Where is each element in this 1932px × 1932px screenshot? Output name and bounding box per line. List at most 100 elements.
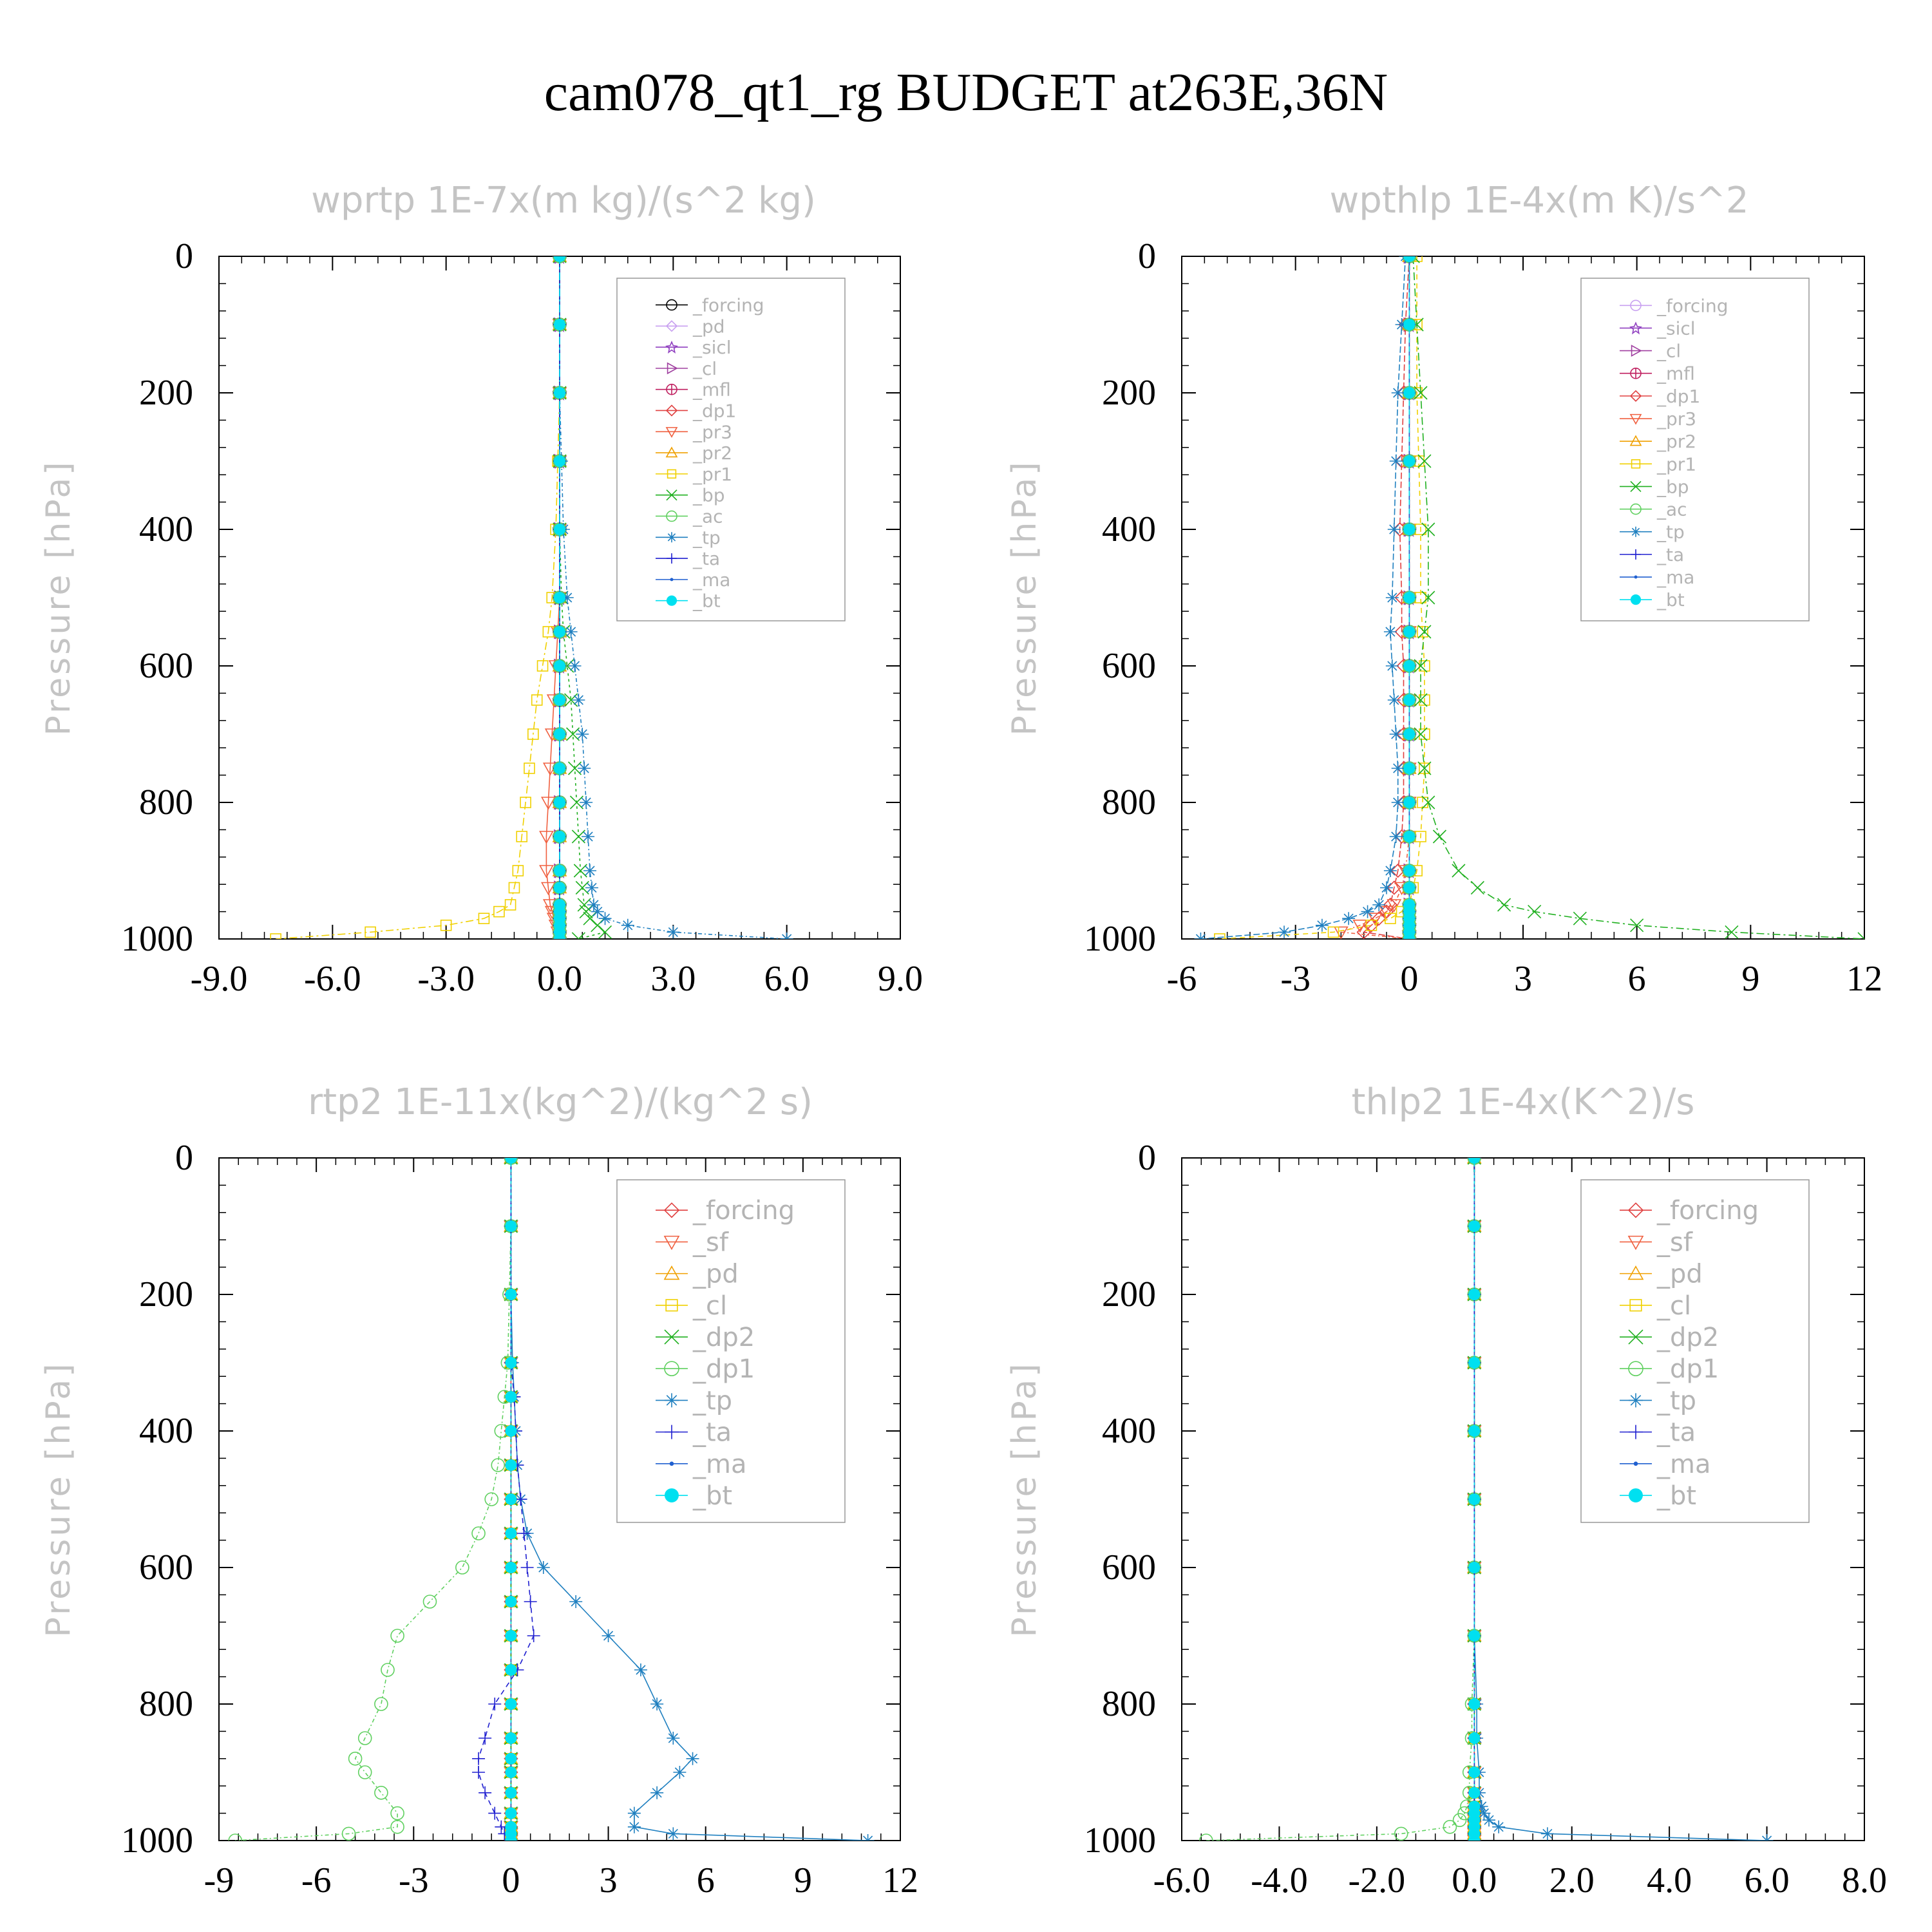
y-tick-label: 800 (1102, 1684, 1156, 1724)
legend-entry: _tp (656, 1386, 732, 1416)
data-point (580, 796, 593, 809)
legend-marker (664, 1329, 679, 1345)
data-point (488, 1806, 502, 1820)
legend-entry: _cl (656, 358, 717, 379)
legend-marker (1629, 1488, 1643, 1502)
data-point (422, 1595, 437, 1609)
legend-marker (667, 362, 678, 375)
data-point (357, 1731, 372, 1745)
data-point (1403, 796, 1416, 809)
data-point (1421, 522, 1435, 536)
y-tick-label: 200 (139, 373, 193, 413)
data-point (1470, 880, 1484, 895)
legend-marker (670, 578, 674, 582)
x-tick-label: 6.0 (764, 959, 810, 999)
legend-marker (1631, 345, 1642, 357)
data-point (505, 1158, 517, 1164)
x-tick-label: -6.0 (1153, 1861, 1211, 1900)
x-tick-label: 2.0 (1549, 1861, 1595, 1900)
y-tick-label: 800 (139, 1684, 193, 1724)
data-point (553, 882, 566, 894)
series-line (1206, 1158, 1475, 1841)
series-line (1362, 256, 1410, 939)
data-point (1421, 795, 1435, 810)
data-point (569, 795, 584, 810)
series-line (559, 256, 787, 939)
data-point (1468, 1288, 1481, 1301)
legend-marker (1630, 594, 1642, 605)
legend-label: _pr2 (1656, 431, 1696, 452)
x-tick-label: 6 (1628, 959, 1646, 999)
legend-entry: _sf (1620, 1227, 1693, 1257)
legend-label: _forcing (692, 1196, 795, 1226)
series-layer (1199, 1158, 1774, 1841)
data-point (541, 797, 556, 810)
legend-label: _ta (1656, 544, 1684, 565)
data-point (1414, 659, 1428, 673)
data-point (504, 899, 516, 911)
data-point (1540, 1827, 1554, 1841)
legend-marker (1627, 1202, 1644, 1218)
legend-marker (1628, 1361, 1643, 1377)
data-point (1468, 1561, 1481, 1574)
x-tick-label: -2.0 (1349, 1861, 1406, 1900)
legend-entry: _bt (656, 1481, 732, 1511)
y-tick-label: 400 (139, 1411, 193, 1451)
data-point (1403, 762, 1416, 775)
data-point (471, 1526, 486, 1540)
data-point (536, 660, 549, 672)
legend-entry: _dp1 (1620, 1354, 1719, 1384)
data-point (560, 591, 574, 604)
legend-marker (1629, 390, 1642, 402)
legend-label: _sf (692, 1227, 729, 1257)
data-point (505, 1698, 517, 1710)
x-tick-label: -6 (301, 1861, 332, 1900)
data-point (578, 762, 591, 775)
data-point (1468, 1732, 1481, 1745)
data-point (508, 882, 520, 894)
legend-label: _cl (1656, 1291, 1691, 1321)
data-point (634, 1663, 647, 1676)
data-point (1391, 386, 1405, 399)
legend-label: _sicl (692, 337, 732, 358)
x-tick-label: -6.0 (304, 959, 361, 999)
x-tick-label: 8.0 (1842, 1861, 1887, 1900)
legend-marker (667, 469, 677, 479)
legend-label: _bt (692, 591, 721, 612)
legend-marker (663, 1235, 680, 1251)
data-point (472, 1766, 486, 1779)
x-tick-label: 9 (794, 1861, 812, 1900)
legend-label: _cl (1656, 341, 1681, 362)
panel-title: wprtp 1E-7x(m kg)/(s^2 kg) (311, 180, 816, 222)
legend-label: _pd (1656, 1260, 1703, 1289)
legend-label: _tp (1656, 1386, 1696, 1416)
data-point (553, 256, 566, 263)
data-point (516, 831, 528, 842)
legend-marker (1627, 1265, 1644, 1280)
legend-box (1580, 278, 1810, 621)
data-point (1419, 728, 1430, 740)
legend-label: _dp1 (692, 1354, 755, 1384)
data-point (564, 693, 578, 707)
legend-marker (665, 1488, 679, 1502)
x-tick-label: 3.0 (650, 959, 696, 999)
data-point (1390, 863, 1405, 878)
data-point (505, 1732, 517, 1745)
data-point (505, 1663, 517, 1676)
data-point (505, 1752, 517, 1765)
data-point (455, 1560, 469, 1575)
legend-label: _bp (692, 485, 725, 506)
legend-marker (665, 446, 678, 458)
data-point (1315, 918, 1329, 932)
y-axis-label: Pressure [hPa] (39, 460, 78, 736)
series-layer (228, 1158, 875, 1841)
data-point (568, 659, 582, 672)
legend-marker (1631, 459, 1641, 469)
data-point (1403, 455, 1416, 468)
data-point (553, 625, 566, 638)
y-tick-label: 600 (139, 1548, 193, 1587)
y-tick-label: 200 (139, 1274, 193, 1314)
data-point (1372, 911, 1387, 926)
legend-entry: _dp2 (1620, 1323, 1719, 1352)
legend-label: _cl (692, 1291, 727, 1321)
